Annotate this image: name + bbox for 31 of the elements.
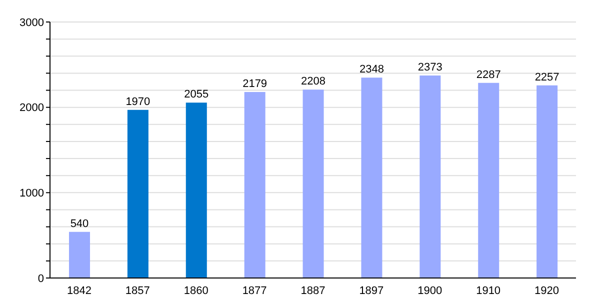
x-tick-label: 1887: [300, 284, 326, 297]
x-tick-label: 1860: [184, 284, 208, 297]
x-tick-label: 1900: [418, 284, 442, 297]
data-label: 2287: [476, 68, 501, 81]
x-tick-label: 1842: [66, 284, 92, 297]
bar: [244, 92, 266, 278]
data-label: 2208: [301, 76, 326, 88]
data-label: 2348: [359, 64, 384, 76]
y-tick-label: 1000: [20, 188, 44, 200]
data-label: 2179: [242, 78, 268, 90]
bar: [127, 110, 148, 278]
bar: [361, 78, 382, 278]
bar: [420, 76, 441, 278]
data-label: 1970: [126, 96, 150, 108]
x-tick-label: 1897: [359, 284, 384, 297]
x-tick-label: 1857: [125, 284, 150, 297]
bar: [478, 82, 500, 278]
bar: [536, 85, 558, 278]
data-label: 2257: [534, 71, 560, 84]
x-tick-label: 1877: [242, 284, 267, 297]
data-label: 540: [70, 218, 89, 230]
data-label: 2373: [418, 62, 442, 74]
y-tick-label: 3000: [20, 16, 44, 29]
bar: [186, 102, 207, 278]
x-tick-label: 1910: [476, 284, 501, 297]
bar: [302, 90, 324, 278]
data-label: 2055: [184, 88, 209, 101]
x-tick-label: 1920: [534, 284, 560, 297]
bar: [69, 232, 90, 278]
y-tick-label: 2000: [20, 102, 44, 114]
y-tick-label: 0: [38, 272, 44, 285]
